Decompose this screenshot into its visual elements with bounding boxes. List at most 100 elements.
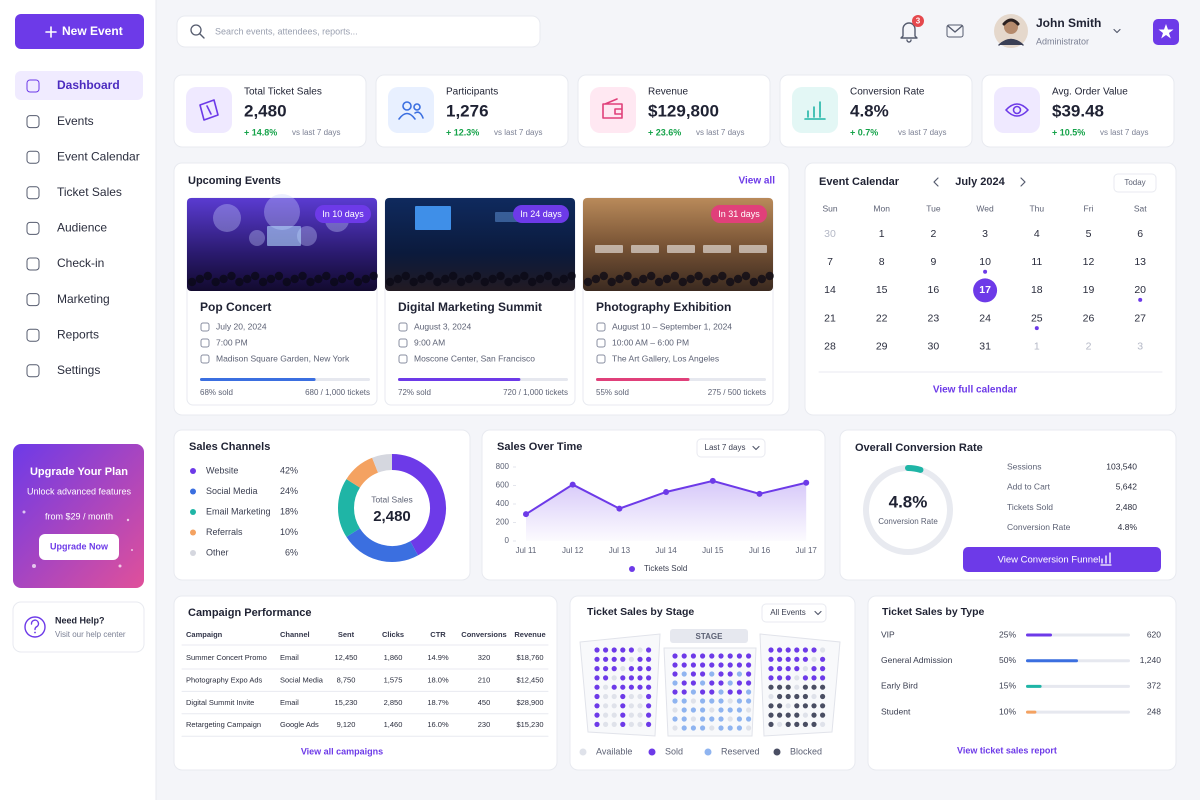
- crowd: [219, 274, 228, 284]
- nav-item[interactable]: Dashboard: [57, 78, 120, 92]
- help-card[interactable]: [12, 601, 145, 653]
- mail-icon[interactable]: [946, 24, 964, 38]
- calendar-day[interactable]: 13: [1134, 256, 1146, 268]
- calendar-day[interactable]: 17: [979, 284, 991, 296]
- kpi-value: $39.48: [1052, 101, 1104, 120]
- label[interactable]: Today: [1124, 178, 1145, 187]
- nav-item[interactable]: Check-in: [57, 256, 104, 270]
- center-value: 2,480: [373, 508, 411, 525]
- calendar-day[interactable]: 31: [979, 341, 991, 353]
- seat: [736, 662, 743, 668]
- event-meta-icon: [200, 338, 210, 348]
- label: Avg. Order Value: [1052, 87, 1128, 98]
- tickets-label: 275 / 500 tickets: [708, 388, 766, 397]
- crowd: [464, 274, 474, 284]
- calendar-day[interactable]: 8: [879, 256, 885, 268]
- calendar-day[interactable]: 9: [930, 256, 936, 268]
- calendar-day[interactable]: 3: [982, 228, 988, 240]
- filter-dropdown[interactable]: [696, 438, 766, 458]
- nav-item[interactable]: Event Calendar: [57, 149, 140, 163]
- seat: [681, 662, 687, 668]
- calendar-day[interactable]: 1: [1034, 341, 1040, 353]
- label[interactable]: Upgrade Now: [50, 541, 109, 551]
- calendar-day[interactable]: 27: [1134, 312, 1146, 324]
- seat: [672, 707, 678, 713]
- nav-item[interactable]: Ticket Sales: [57, 185, 122, 199]
- seat: [611, 675, 617, 681]
- calendar-day[interactable]: 3: [1137, 341, 1143, 353]
- seat: [811, 712, 817, 718]
- nav-item[interactable]: Settings: [57, 363, 100, 377]
- seat: [700, 689, 706, 695]
- calendar-day[interactable]: 20: [1134, 284, 1146, 296]
- calendar-day[interactable]: 30: [824, 228, 836, 240]
- seat: [603, 675, 609, 681]
- event-meta-icon: [596, 354, 606, 364]
- label: from $29 / month: [45, 511, 113, 521]
- calendar-day[interactable]: 1: [879, 228, 885, 240]
- calendar-day[interactable]: 30: [928, 341, 940, 353]
- filter-dropdown[interactable]: [761, 603, 827, 623]
- event-venue: The Art Gallery, Los Angeles: [612, 353, 719, 363]
- calendar-day[interactable]: 26: [1083, 312, 1095, 324]
- calendar-day[interactable]: 10: [979, 256, 991, 268]
- view-all-link[interactable]: View all: [738, 176, 775, 187]
- search-placeholder[interactable]: Search events, attendees, reports...: [215, 26, 358, 36]
- seat: [681, 653, 687, 659]
- calendar-day[interactable]: 22: [876, 312, 888, 324]
- ticket-report-link[interactable]: View ticket sales report: [957, 745, 1057, 755]
- calendar-day[interactable]: 2: [930, 228, 936, 240]
- calendar-day[interactable]: 6: [1137, 228, 1143, 240]
- calendar-day[interactable]: 21: [824, 312, 836, 324]
- nav-item[interactable]: Audience: [57, 221, 107, 235]
- seat: [594, 693, 600, 700]
- calendar-day[interactable]: 29: [876, 341, 888, 353]
- bell-icon[interactable]: [900, 22, 918, 43]
- seat: [637, 712, 643, 718]
- calendar-day[interactable]: 28: [824, 341, 836, 353]
- today-button[interactable]: [1113, 173, 1157, 193]
- new-event-label[interactable]: New Event: [62, 24, 123, 38]
- crowd: [441, 274, 450, 284]
- calendar-day[interactable]: 16: [928, 284, 940, 296]
- label[interactable]: View Conversion Funnel: [998, 555, 1101, 566]
- calendar-day[interactable]: 14: [824, 284, 836, 296]
- seat: [628, 666, 635, 672]
- new-event-button[interactable]: [15, 14, 144, 49]
- funnel-button[interactable]: [963, 547, 1161, 572]
- label[interactable]: Last 7 days: [705, 443, 746, 452]
- seat: [736, 653, 743, 659]
- column-header: Clicks: [382, 630, 404, 639]
- calendar-day[interactable]: 24: [979, 312, 991, 324]
- seat: [811, 684, 817, 690]
- type-share: 10%: [999, 706, 1016, 716]
- calendar-day[interactable]: 7: [827, 256, 833, 268]
- calendar-day[interactable]: 5: [1086, 228, 1092, 240]
- nav-item[interactable]: Reports: [57, 327, 99, 341]
- calendar-day[interactable]: 19: [1083, 284, 1095, 296]
- search-box[interactable]: [176, 15, 541, 48]
- crowd: [361, 274, 370, 284]
- seat: [620, 684, 626, 690]
- nav-item[interactable]: Events: [57, 114, 94, 128]
- crowd: [187, 277, 197, 287]
- calendar-day[interactable]: 18: [1031, 284, 1043, 296]
- seat: [718, 689, 724, 695]
- seat: [811, 693, 817, 700]
- calendar-day[interactable]: 23: [928, 312, 940, 324]
- sparkle: [32, 564, 36, 568]
- campaign-link[interactable]: View all campaigns: [301, 746, 383, 756]
- seat: [794, 721, 800, 728]
- calendar-day[interactable]: 11: [1031, 256, 1042, 268]
- calendar-day[interactable]: 4: [1034, 228, 1040, 240]
- label[interactable]: All Events: [770, 608, 806, 617]
- calendar-day[interactable]: 25: [1031, 312, 1043, 324]
- seat: [794, 675, 800, 681]
- calendar-link[interactable]: View full calendar: [933, 385, 1017, 396]
- calendar-day[interactable]: 2: [1086, 341, 1092, 353]
- calendar-day[interactable]: 15: [876, 284, 888, 296]
- nav-item[interactable]: Marketing: [57, 292, 110, 306]
- calendar-day[interactable]: 12: [1083, 256, 1095, 268]
- upgrade-button[interactable]: [39, 534, 119, 560]
- seat: [709, 662, 715, 668]
